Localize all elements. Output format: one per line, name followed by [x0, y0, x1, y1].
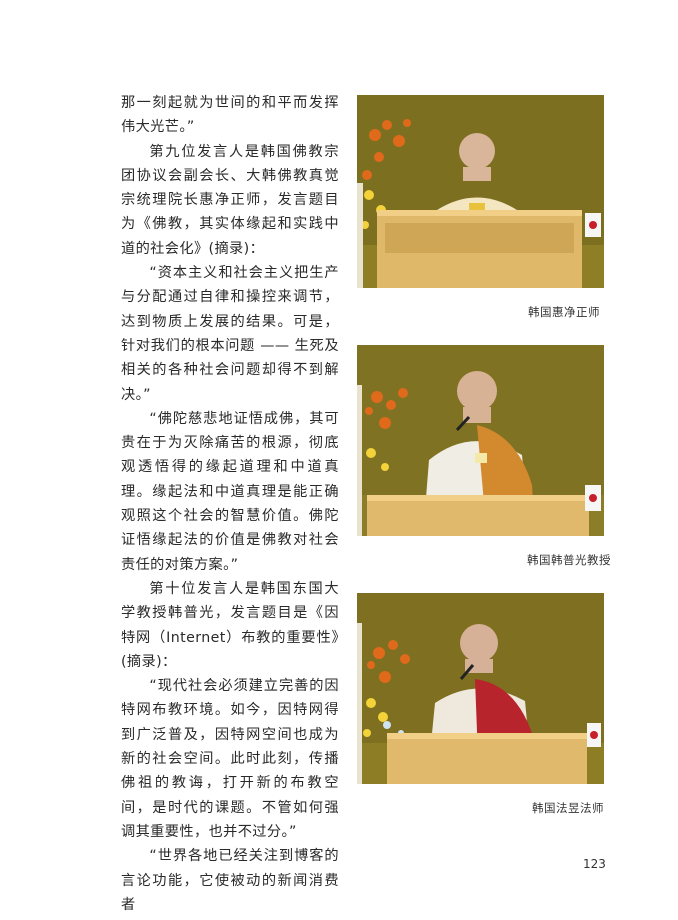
- paragraph-2: 第九位发言人是韩国佛教宗团协议会副会长、大韩佛教真觉宗统理院长惠净正师，发言题目…: [121, 143, 339, 257]
- paragraph-1: 那一刻起就为世间的和平而发挥伟大光芒。”: [121, 95, 339, 136]
- paragraph-3: “资本主义和社会主义把生产与分配通过自律和操控来调节，达到物质上发展的结果。可是…: [121, 265, 339, 403]
- photo-speaker-1: [357, 95, 604, 288]
- page-number: 123: [583, 857, 606, 871]
- paragraph-5: 第十位发言人是韩国东国大学教授韩普光，发言题目是《因特网（Internet）布教…: [121, 580, 339, 670]
- paragraph-7: “世界各地已经关注到博客的言论功能，它使被动的新闻消费者: [121, 848, 339, 913]
- paragraph-4: “佛陀慈悲地证悟成佛，其可贵在于为灭除痛苦的根源，彻底观透悟得的缘起道理和中道真…: [121, 410, 339, 573]
- paragraph-6: “现代社会必须建立完善的因特网布教环境。如今，因特网得到广泛普及，因特网空间也成…: [121, 678, 339, 840]
- caption-photo-3: 韩国法昱法师: [532, 801, 604, 815]
- body-text-column: 那一刻起就为世间的和平而发挥伟大光芒。” 第九位发言人是韩国佛教宗团协议会副会长…: [121, 91, 339, 917]
- photo-speaker-3: [357, 593, 604, 784]
- caption-photo-1: 韩国惠净正师: [528, 305, 600, 319]
- photo-speaker-2: [357, 345, 604, 536]
- caption-photo-2: 韩国韩普光教授: [527, 553, 611, 567]
